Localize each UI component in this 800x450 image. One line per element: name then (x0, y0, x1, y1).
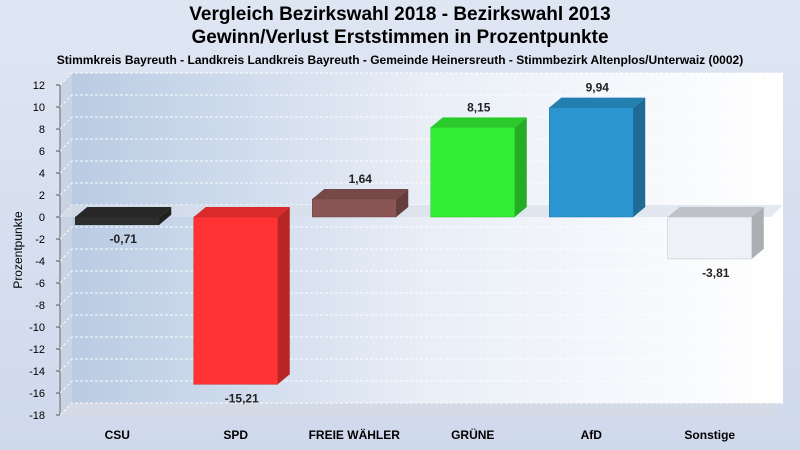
data-label: -15,21 (225, 391, 259, 405)
grid-line (59, 336, 783, 350)
grid-line (59, 380, 783, 394)
grid-line (59, 292, 783, 306)
bar-front (549, 107, 634, 218)
grid-line (59, 226, 783, 240)
y-tick-label: 2 (39, 190, 45, 202)
plot-back-wall (72, 73, 783, 403)
y-tick-label: -10 (29, 322, 45, 334)
x-category-label: CSU (105, 428, 130, 442)
data-label: -0,71 (110, 232, 138, 246)
data-label: 9,94 (586, 81, 610, 95)
y-tick-label: -18 (29, 410, 45, 422)
x-category-label: GRÜNE (451, 427, 494, 442)
bar-front (75, 216, 160, 226)
grid-line (59, 314, 783, 328)
grid-line (59, 160, 783, 174)
bar-top (667, 207, 764, 217)
grid-line (59, 138, 783, 152)
plot-left-wall (60, 73, 72, 415)
y-axis-ticks: 12 10 8 6 4 2 0 -2 -4 -6 -8 -10 -12 -14 -16 -18 (29, 80, 60, 422)
bar-front (430, 127, 515, 218)
bar-afd (549, 97, 646, 218)
bar-side (396, 188, 409, 217)
y-tick-label: -6 (35, 278, 45, 290)
y-tick-label: 8 (39, 124, 45, 136)
y-axis-label: Prozentpunkte (11, 211, 25, 289)
y-tick-label: -2 (35, 234, 45, 246)
bar-side (277, 207, 290, 385)
bar-front (312, 198, 397, 218)
bar-top (549, 97, 646, 108)
bar-top (193, 207, 290, 217)
y-tick-label: -12 (29, 344, 45, 356)
grid-line (59, 358, 783, 372)
grid-line (59, 72, 783, 86)
data-labels: -0,71 -15,21 1,64 8,15 9,94 -3,81 (110, 81, 730, 406)
bar-sonstige (667, 207, 764, 260)
bar-side (514, 117, 527, 217)
bar-spd (193, 207, 290, 385)
plot-floor (60, 403, 783, 415)
plot-background (59, 73, 783, 415)
y-tick-label: -8 (35, 300, 45, 312)
grid-line (59, 248, 783, 262)
data-label: 8,15 (467, 100, 491, 114)
y-tick-label: 12 (33, 80, 45, 92)
y-tick-label: -4 (35, 256, 45, 268)
bar-freie-wähler (312, 188, 409, 218)
bar-side (159, 207, 172, 225)
y-tick-label: -16 (29, 388, 45, 400)
chart-subtitle: Gewinn/Verlust Erststimmen in Prozentpun… (191, 27, 609, 48)
chart-description: Stimmkreis Bayreuth - Landkreis Landkrei… (56, 53, 744, 67)
bar-top (312, 188, 409, 199)
data-label: 1,64 (349, 172, 373, 186)
x-category-label: SPD (223, 428, 248, 442)
chart-title: Vergleich Bezirkswahl 2018 - Bezirkswahl… (189, 4, 611, 25)
y-tick-label: 4 (39, 168, 45, 180)
bar-front (193, 216, 278, 385)
y-tick-label: 0 (39, 212, 45, 224)
grid-line (59, 182, 783, 196)
x-category-label: Sonstige (684, 428, 735, 442)
bar-top (75, 207, 172, 217)
x-category-label: AfD (581, 428, 603, 442)
y-tick-label: -14 (29, 366, 45, 378)
grid-line (59, 402, 783, 416)
bar-side (751, 207, 764, 259)
y-tick-label: 10 (33, 102, 45, 114)
grid-line (59, 116, 783, 130)
bar-top (430, 117, 527, 128)
bars (75, 97, 764, 385)
bar-csu (75, 207, 172, 226)
bar-front (667, 216, 752, 260)
bar-grüne (430, 117, 527, 218)
data-label: -3,81 (702, 266, 730, 280)
y-tick-label: 6 (39, 146, 45, 158)
grid-line (59, 270, 783, 284)
grid-line (59, 94, 783, 108)
x-axis-categories: CSU SPD FREIE WÄHLER GRÜNE AfD Sonstige (105, 427, 736, 442)
bar-side (633, 97, 646, 217)
x-category-label: FREIE WÄHLER (309, 427, 401, 442)
